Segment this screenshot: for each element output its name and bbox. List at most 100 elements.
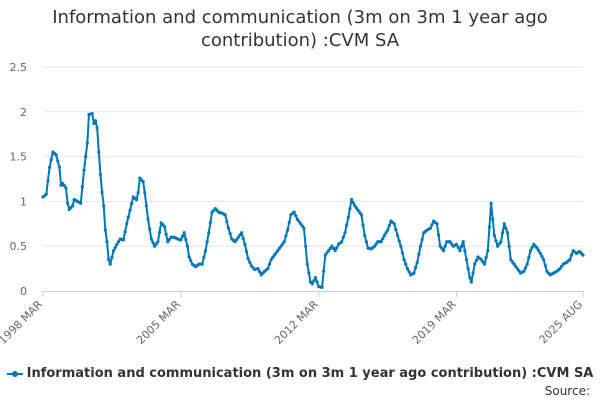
- data-point: [349, 198, 354, 202]
- data-point: [489, 201, 493, 205]
- data-point: [420, 237, 424, 242]
- data-point: [538, 251, 542, 255]
- data-point: [277, 246, 281, 251]
- data-point: [304, 244, 308, 248]
- data-point: [581, 253, 585, 257]
- data-point: [527, 255, 531, 259]
- data-point: [156, 240, 160, 244]
- data-point: [487, 225, 492, 229]
- data-point: [497, 242, 501, 246]
- data-point: [61, 181, 65, 186]
- data-point: [258, 270, 262, 274]
- data-point: [502, 222, 506, 226]
- data-point: [348, 206, 352, 211]
- data-point: [436, 233, 441, 237]
- data-point: [335, 245, 339, 250]
- y-tick-label: 2.5: [10, 61, 28, 74]
- data-point: [102, 204, 106, 208]
- data-point: [166, 240, 170, 244]
- data-point: [471, 271, 475, 275]
- data-point: [287, 220, 291, 225]
- data-point: [330, 244, 334, 248]
- y-tick-label: 1: [20, 195, 27, 208]
- data-point: [473, 262, 477, 266]
- data-point: [244, 249, 249, 254]
- data-point: [363, 233, 367, 238]
- data-point: [394, 228, 398, 232]
- data-point: [530, 245, 534, 250]
- data-point: [333, 249, 337, 253]
- data-point: [187, 255, 191, 259]
- data-point: [185, 244, 190, 248]
- data-point: [456, 245, 460, 250]
- source-label: Source:: [544, 384, 590, 398]
- data-point: [569, 253, 574, 257]
- y-tick-label: 1.5: [10, 151, 28, 164]
- data-point: [341, 235, 345, 239]
- data-point: [328, 246, 332, 251]
- y-tick-label: 2: [20, 106, 27, 119]
- data-point: [105, 240, 109, 244]
- data-point: [56, 159, 60, 163]
- data-point: [179, 238, 183, 242]
- data-point: [504, 226, 508, 230]
- y-tick-label: 0.5: [10, 240, 28, 253]
- data-point: [295, 217, 300, 221]
- data-point: [482, 262, 487, 266]
- data-point: [148, 227, 152, 231]
- data-point: [113, 245, 117, 250]
- data-point: [54, 153, 58, 157]
- data-point: [164, 232, 168, 236]
- data-point: [154, 242, 158, 246]
- legend-label: Information and communication (3m on 3m …: [26, 366, 594, 381]
- data-point: [80, 185, 84, 189]
- data-point: [402, 258, 406, 262]
- data-point: [207, 231, 211, 235]
- data-point: [95, 126, 99, 130]
- data-point: [345, 223, 349, 227]
- data-point: [492, 233, 496, 238]
- data-point: [294, 214, 298, 218]
- data-point: [507, 244, 511, 248]
- data-point: [243, 242, 247, 247]
- legend[interactable]: Information and communication (3m on 3m …: [0, 366, 600, 381]
- data-point: [136, 190, 140, 195]
- data-point: [269, 258, 273, 262]
- data-point: [271, 255, 275, 259]
- data-point: [392, 222, 396, 226]
- data-point: [484, 255, 488, 259]
- data-point: [459, 244, 464, 248]
- data-point: [400, 251, 405, 255]
- data-point: [528, 249, 533, 253]
- data-point: [143, 190, 147, 195]
- chart-title: Information and communication (3m on 3m …: [52, 7, 548, 51]
- data-point: [353, 204, 357, 208]
- data-point: [320, 285, 324, 290]
- data-point: [299, 222, 303, 226]
- data-point: [238, 233, 242, 237]
- data-point: [205, 240, 209, 244]
- series-line: [42, 112, 584, 289]
- data-point: [297, 219, 301, 224]
- data-point: [121, 238, 126, 242]
- x-tick-label: 2025 AUG: [537, 298, 586, 347]
- data-point: [430, 223, 434, 227]
- data-point: [49, 158, 53, 162]
- data-point: [351, 201, 355, 205]
- data-point: [428, 226, 432, 230]
- data-point: [537, 249, 541, 253]
- data-point: [146, 217, 150, 221]
- data-point: [535, 246, 539, 250]
- data-point: [90, 111, 94, 116]
- data-point: [84, 155, 88, 159]
- data-point: [107, 258, 111, 262]
- data-point: [167, 237, 171, 242]
- data-point: [372, 244, 377, 248]
- data-point: [236, 235, 240, 239]
- data-point: [267, 262, 272, 266]
- data-point: [228, 232, 232, 236]
- data-point: [542, 258, 546, 262]
- data-point: [417, 252, 421, 256]
- data-point: [256, 267, 260, 271]
